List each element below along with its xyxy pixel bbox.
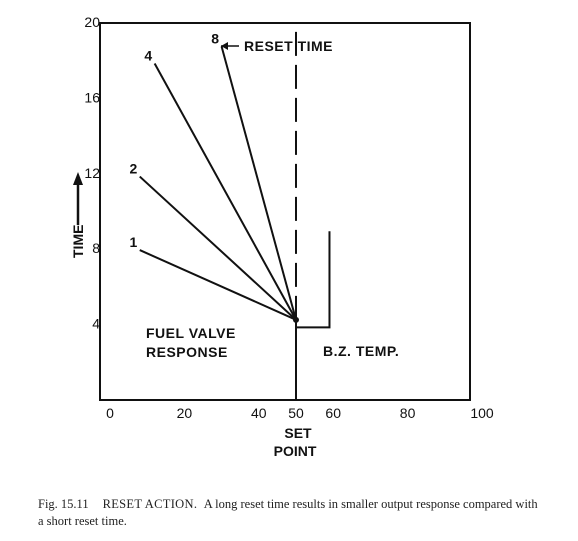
x-tick-label: 20 [177, 405, 193, 421]
fuel-valve-response-line1: FUEL VALVE [146, 325, 236, 341]
figure-caption: Fig. 15.11 RESET ACTION. A long reset tim… [38, 496, 543, 530]
reset-time-label: RESET TIME [244, 38, 333, 54]
x-tick-label: 40 [251, 405, 267, 421]
x-tick-label: 0 [106, 405, 114, 421]
series-label-8: 8 [211, 31, 219, 47]
x-tick-label: 100 [470, 405, 494, 421]
x-tick-label: 50 [288, 405, 304, 421]
x-axis-label-line2: POINT [274, 443, 317, 459]
fuel-valve-response-line2: RESPONSE [146, 344, 228, 360]
caption-text: A long reset time results in smaller out… [38, 497, 538, 528]
y-tick-label: 16 [84, 89, 100, 105]
x-axis-label-line1: SET [284, 425, 312, 441]
y-tick-label: 8 [92, 240, 100, 256]
series-label-1: 1 [129, 234, 137, 250]
series-line-2 [139, 175, 297, 321]
series-line-1 [139, 249, 297, 321]
bz-temp-line [295, 231, 331, 399]
series-label-2: 2 [129, 161, 137, 177]
x-tick-label: 60 [325, 405, 341, 421]
bz-temp-label: B.Z. TEMP. [323, 343, 399, 359]
caption-title: RESET ACTION. [102, 497, 198, 511]
plot-frame [99, 22, 471, 401]
series-label-4: 4 [144, 47, 152, 63]
caption-fig-number: Fig. 15.11 [38, 497, 89, 511]
y-tick-label: 4 [92, 316, 100, 332]
reset-time-arrow-head [221, 42, 228, 50]
x-tick-label: 80 [400, 405, 416, 421]
y-tick-label: 12 [84, 165, 100, 181]
convergence-point [293, 316, 299, 323]
series-line-4 [153, 62, 297, 321]
y-axis-label-group: TIME [70, 172, 86, 258]
reset-time-annotation: RESET TIME [221, 38, 333, 54]
y-axis-arrow-head [73, 172, 83, 185]
series-line-8 [220, 46, 297, 321]
y-tick-label: 20 [84, 14, 100, 30]
y-axis-label: TIME [70, 225, 86, 258]
